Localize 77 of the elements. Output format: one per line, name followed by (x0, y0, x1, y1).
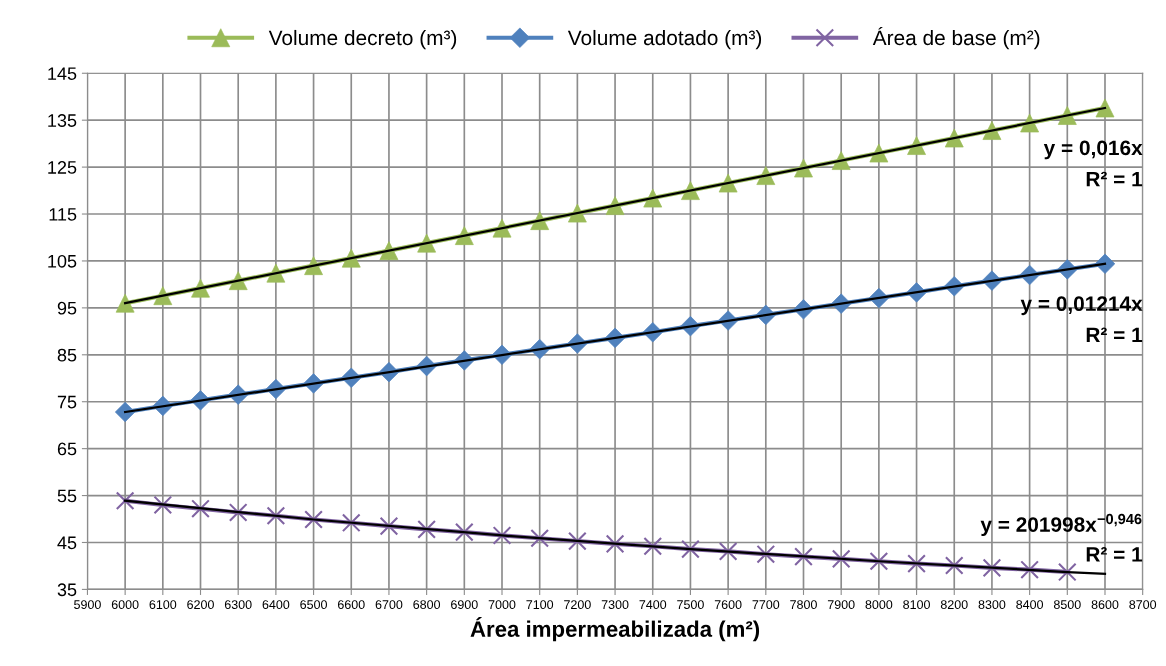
x-tick-label: 7200 (564, 600, 591, 610)
y-tick-label: 115 (49, 208, 77, 221)
point (153, 495, 173, 515)
x-tick-label: 7700 (752, 600, 780, 610)
x-tick-label: 7600 (714, 600, 742, 610)
point (756, 544, 776, 564)
point (718, 542, 738, 561)
point (266, 506, 286, 526)
x-tick-label: 6000 (111, 600, 139, 610)
y-tick-label: 85 (57, 348, 77, 362)
annotation: y = 0,016x (1043, 140, 1143, 160)
point (1020, 560, 1039, 580)
legend-label: Área de base (m²) (872, 26, 1040, 50)
point (982, 558, 1002, 578)
point (907, 554, 926, 573)
y-tick-label: 105 (48, 254, 77, 268)
x-tick-label: 8600 (1091, 600, 1119, 610)
x-tick-label: 6200 (187, 600, 214, 610)
y-tick-label: 75 (57, 395, 77, 409)
x-tick-label: 8200 (940, 600, 968, 610)
x-tick-label: 5900 (74, 600, 101, 610)
x-tick-label: 6600 (337, 600, 365, 610)
annotation: y = 0,01214x (1020, 296, 1143, 316)
point (530, 528, 550, 548)
y-tick-label: 45 (57, 536, 77, 550)
x-axis-title: Área impermeabilizada (m²) (470, 617, 760, 642)
y-tick-label: 145 (48, 67, 77, 80)
annotation: R² = 1 (1086, 327, 1143, 343)
point (454, 522, 474, 542)
point (341, 513, 361, 533)
x-tick-label: 7300 (601, 600, 629, 610)
x-tick-label: 8300 (978, 600, 1006, 610)
point (944, 556, 964, 575)
point (228, 503, 248, 522)
point (568, 531, 587, 551)
x-tick-label: 8100 (903, 600, 930, 610)
annotation: R² = 1 (1086, 171, 1143, 187)
x-tick-label: 6800 (413, 600, 441, 610)
point (1057, 562, 1077, 582)
y-tick-label: 95 (57, 301, 77, 315)
point (115, 491, 135, 511)
x-tick-label: 8500 (1053, 600, 1081, 610)
x-tick-label: 6300 (224, 600, 252, 610)
point (869, 551, 889, 571)
point (643, 536, 663, 556)
point (417, 519, 436, 539)
x-tick-label: 7000 (488, 600, 516, 610)
x-tick-label: 7100 (526, 600, 554, 610)
point (379, 516, 399, 536)
x-tick-label: 6500 (300, 600, 327, 610)
x-tick-label: 7900 (827, 600, 855, 610)
point (831, 549, 851, 569)
y-tick-label: 125 (48, 161, 77, 174)
point (681, 539, 700, 559)
x-tick-label: 7400 (639, 600, 667, 610)
y-tick-label: 135 (48, 114, 77, 127)
x-tick-label: 7500 (677, 600, 704, 610)
x-tick-label: 8400 (1016, 600, 1044, 610)
y-tick-label: 65 (57, 442, 77, 456)
y-tick-label: 55 (57, 489, 77, 503)
y-tick-label: 35 (57, 583, 77, 597)
x-tick-label: 8000 (865, 600, 893, 610)
point (794, 547, 813, 566)
point (191, 499, 210, 519)
x-tick-label: 8700 (1129, 600, 1157, 610)
x-tick-label: 7800 (790, 600, 817, 610)
x-tick-label: 6400 (262, 600, 290, 610)
x-tick-label: 6700 (375, 600, 403, 610)
legend-label: Volume adotado (m³) (567, 29, 762, 50)
point (492, 526, 512, 545)
annotation: R² = 1 (1086, 547, 1143, 562)
point (605, 534, 625, 554)
x-tick-label: 6900 (451, 600, 478, 610)
annotation: y = 201998x$^{−0,946}$ (980, 513, 1142, 537)
point (304, 510, 323, 529)
legend-label: Volume decreto (m³) (268, 29, 457, 50)
x-tick-label: 6100 (149, 600, 177, 610)
